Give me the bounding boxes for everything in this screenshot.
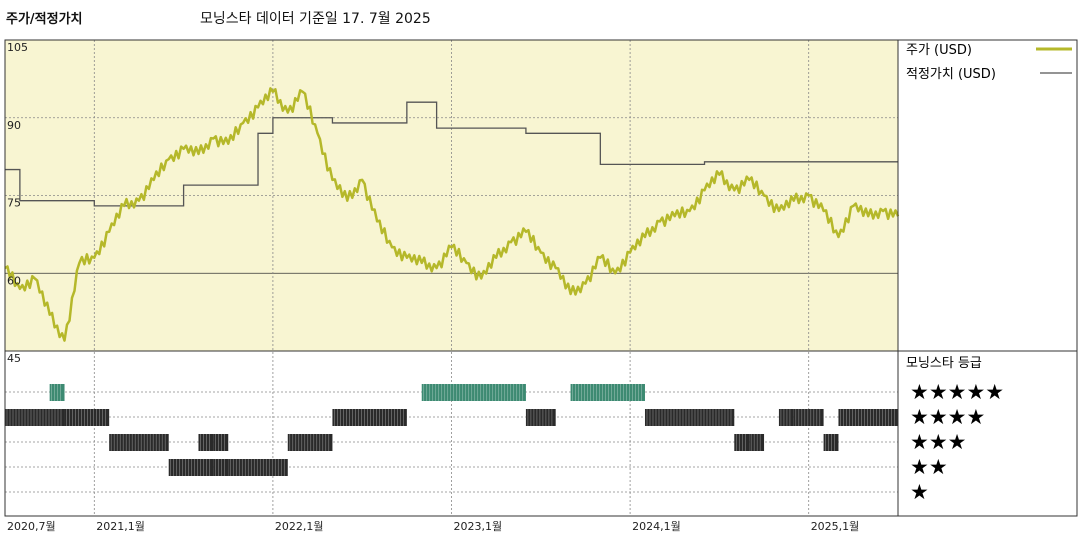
x-tick-label: 2022,1월 [275,520,324,533]
rating-3-stars: ★★★ [910,430,966,454]
rating-bar-5-star [421,384,526,401]
rating-1-star: ★ [910,480,929,504]
x-tick-label: 2025,1월 [811,520,860,533]
rating-bars [5,384,898,476]
rating-bar-4-star [332,409,407,426]
legend-fair-value-label: 적정가치 (USD) [906,67,996,82]
rating-bar-2-star [168,459,214,476]
y-tick-labels: 105 90 75 60 45 [7,41,28,365]
rating-2-stars: ★★ [910,455,948,479]
y-tick-label: 90 [7,119,21,132]
x-tick-label: 2020,7월 [7,520,56,533]
x-tick-label: 2024,1월 [632,520,681,533]
rating-bar-3-star [213,434,229,451]
y-tick-label: 60 [7,274,21,287]
x-tick-labels: 2020,7월 2021,1월 2022,1월 2023,1월 2024,1월 2025,… [7,520,859,533]
rating-bar-3-star [109,434,169,451]
rating-bar-3-star [823,434,839,451]
rating-bar-2-star [213,459,229,476]
price-series-line [4,87,900,342]
outer-frame [4,39,1078,517]
x-tick-label: 2021,1월 [96,520,145,533]
rating-bar-5-star [570,384,645,401]
x-tick-label: 2023,1월 [454,520,503,533]
fair-value-series-line [5,101,898,207]
rating-bar-4-star [778,409,794,426]
rating-bar-3-star [198,434,214,451]
rating-bar-4-star [793,409,824,426]
rating-bar-2-star [228,459,288,476]
rating-5-stars: ★★★★★ [910,380,1004,404]
rating-legend-title: 모닝스타 등급 [906,356,982,371]
rating-4-stars: ★★★★ [910,405,985,429]
y-tick-label: 75 [7,197,21,210]
rating-bar-4-star [525,409,556,426]
legend-price-label: 주가 (USD) [906,43,972,58]
y-tick-label: 105 [7,41,28,54]
chart-title: 주가/적정가치 [6,12,83,27]
rating-bar-4-star [64,409,110,426]
rating-bar-4-star [838,409,898,426]
rating-bar-5-star [49,384,65,401]
rating-bar-3-star [734,434,750,451]
rating-bar-4-star [644,409,735,426]
y-tick-label: 45 [7,352,21,365]
rating-bar-3-star [287,434,333,451]
chart-subtitle: 모닝스타 데이터 기준일 17. 7월 2025 [200,11,431,27]
rating-bar-3-star [749,434,765,451]
rating-bar-4-star [5,409,65,426]
